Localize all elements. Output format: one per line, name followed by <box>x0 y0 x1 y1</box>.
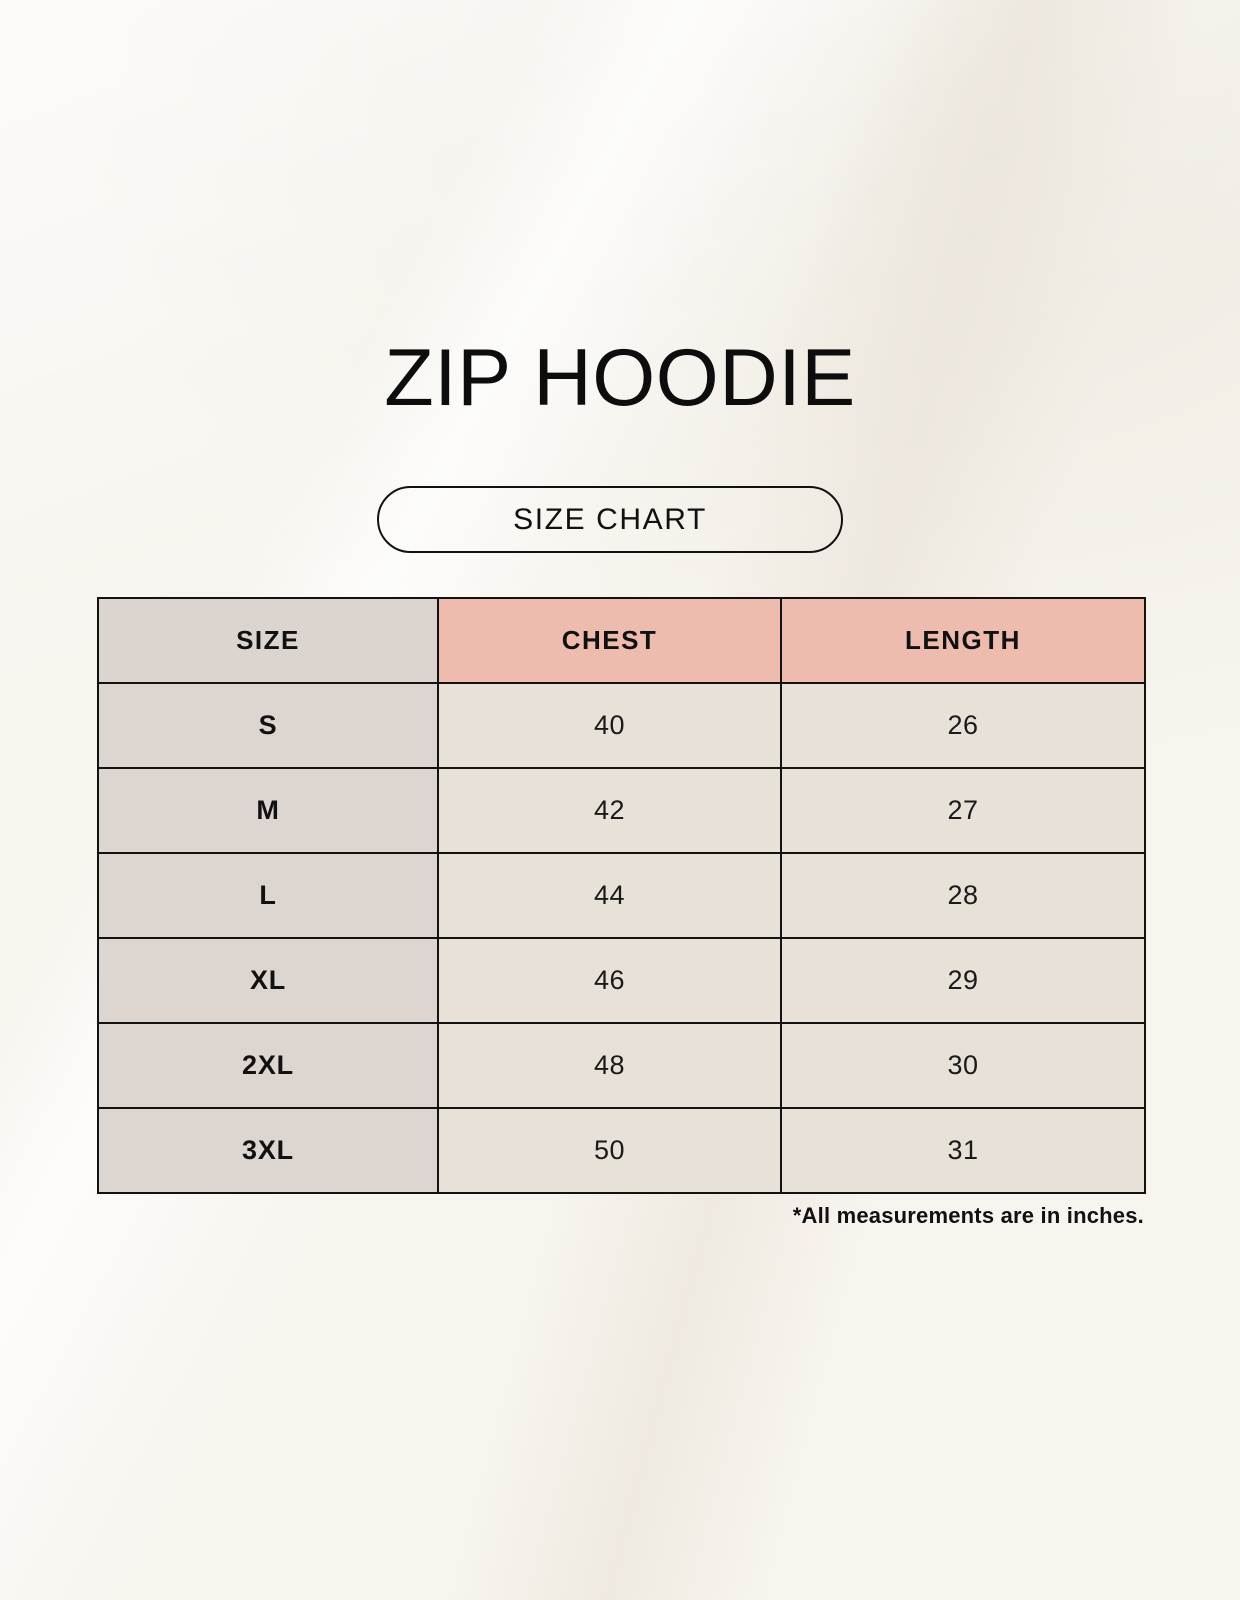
cell-size: 3XL <box>97 1107 439 1194</box>
cell-size: 2XL <box>97 1022 439 1109</box>
cell-size: M <box>97 767 439 854</box>
table-row: S 40 26 <box>97 682 1146 769</box>
cell-size: S <box>97 682 439 769</box>
column-header-size: SIZE <box>97 597 439 684</box>
table-row: 2XL 48 30 <box>97 1022 1146 1109</box>
table-header-row: SIZE CHEST LENGTH <box>97 597 1146 684</box>
size-chart-badge: SIZE CHART <box>377 486 843 553</box>
cell-length: 29 <box>780 937 1146 1024</box>
table-row: 3XL 50 31 <box>97 1107 1146 1194</box>
cell-length: 28 <box>780 852 1146 939</box>
table-row: L 44 28 <box>97 852 1146 939</box>
cell-length: 31 <box>780 1107 1146 1194</box>
cell-length: 27 <box>780 767 1146 854</box>
size-chart-badge-label: SIZE CHART <box>513 502 707 536</box>
cell-chest: 40 <box>437 682 782 769</box>
column-header-length: LENGTH <box>780 597 1146 684</box>
page-title: ZIP HOODIE <box>384 333 856 423</box>
measurement-units-note: *All measurements are in inches. <box>792 1203 1144 1228</box>
cell-chest: 48 <box>437 1022 782 1109</box>
cell-length: 30 <box>780 1022 1146 1109</box>
table-row: XL 46 29 <box>97 937 1146 1024</box>
cell-chest: 42 <box>437 767 782 854</box>
cell-chest: 46 <box>437 937 782 1024</box>
size-chart-table: SIZE CHEST LENGTH S 40 26 M 42 27 L 44 2… <box>97 597 1146 1194</box>
table-body: S 40 26 M 42 27 L 44 28 XL 46 29 2XL 48 <box>97 682 1146 1194</box>
column-header-chest: CHEST <box>437 597 782 684</box>
cell-size: XL <box>97 937 439 1024</box>
cell-chest: 44 <box>437 852 782 939</box>
cell-length: 26 <box>780 682 1146 769</box>
table-row: M 42 27 <box>97 767 1146 854</box>
cell-size: L <box>97 852 439 939</box>
cell-chest: 50 <box>437 1107 782 1194</box>
